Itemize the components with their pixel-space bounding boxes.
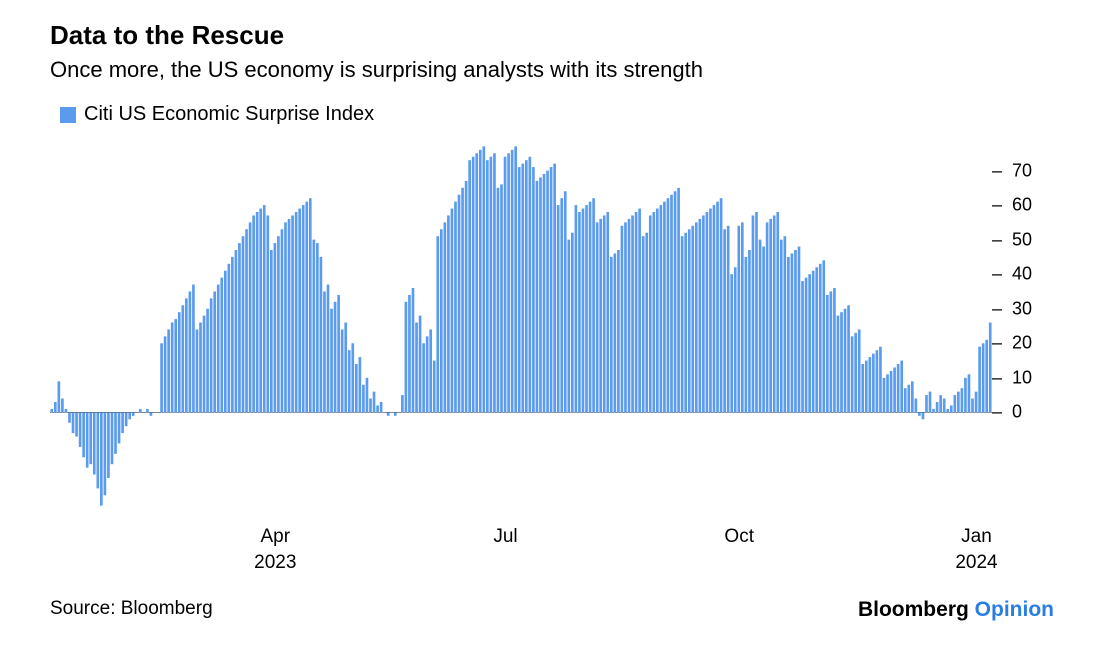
- y-tick: –40: [992, 264, 1032, 285]
- y-tick: –70: [992, 160, 1032, 181]
- plot-area: [50, 136, 992, 516]
- y-tick: –30: [992, 298, 1032, 319]
- y-axis: –0 –10 –20 –30 –40 –50 –60 –70: [992, 136, 1054, 516]
- chart-area: –0 –10 –20 –30 –40 –50 –60 –70: [50, 136, 1054, 516]
- y-tick: –20: [992, 333, 1032, 354]
- legend-label: Citi US Economic Surprise Index: [84, 103, 374, 126]
- x-tick: Jan2024: [955, 524, 997, 575]
- chart-subtitle: Once more, the US economy is surprising …: [50, 57, 1054, 83]
- x-tick: Apr2023: [254, 524, 296, 575]
- brand-opinion: Opinion: [975, 598, 1054, 621]
- x-axis: Apr2023 Jul Oct Jan2024: [50, 524, 1054, 579]
- y-tick: –60: [992, 195, 1032, 216]
- y-tick: –0: [992, 402, 1022, 423]
- x-tick: Oct: [724, 524, 754, 550]
- brand-main: Bloomberg: [858, 598, 969, 621]
- chart-legend: Citi US Economic Surprise Index: [60, 103, 1054, 126]
- legend-swatch: [60, 107, 76, 123]
- brand-logo: Bloomberg Opinion: [858, 598, 1054, 622]
- y-tick: –50: [992, 229, 1032, 250]
- bars-svg: [50, 136, 992, 516]
- chart-title: Data to the Rescue: [50, 20, 1054, 51]
- y-tick: –10: [992, 367, 1032, 388]
- x-tick: Jul: [493, 524, 517, 550]
- source-text: Source: Bloomberg: [50, 598, 213, 620]
